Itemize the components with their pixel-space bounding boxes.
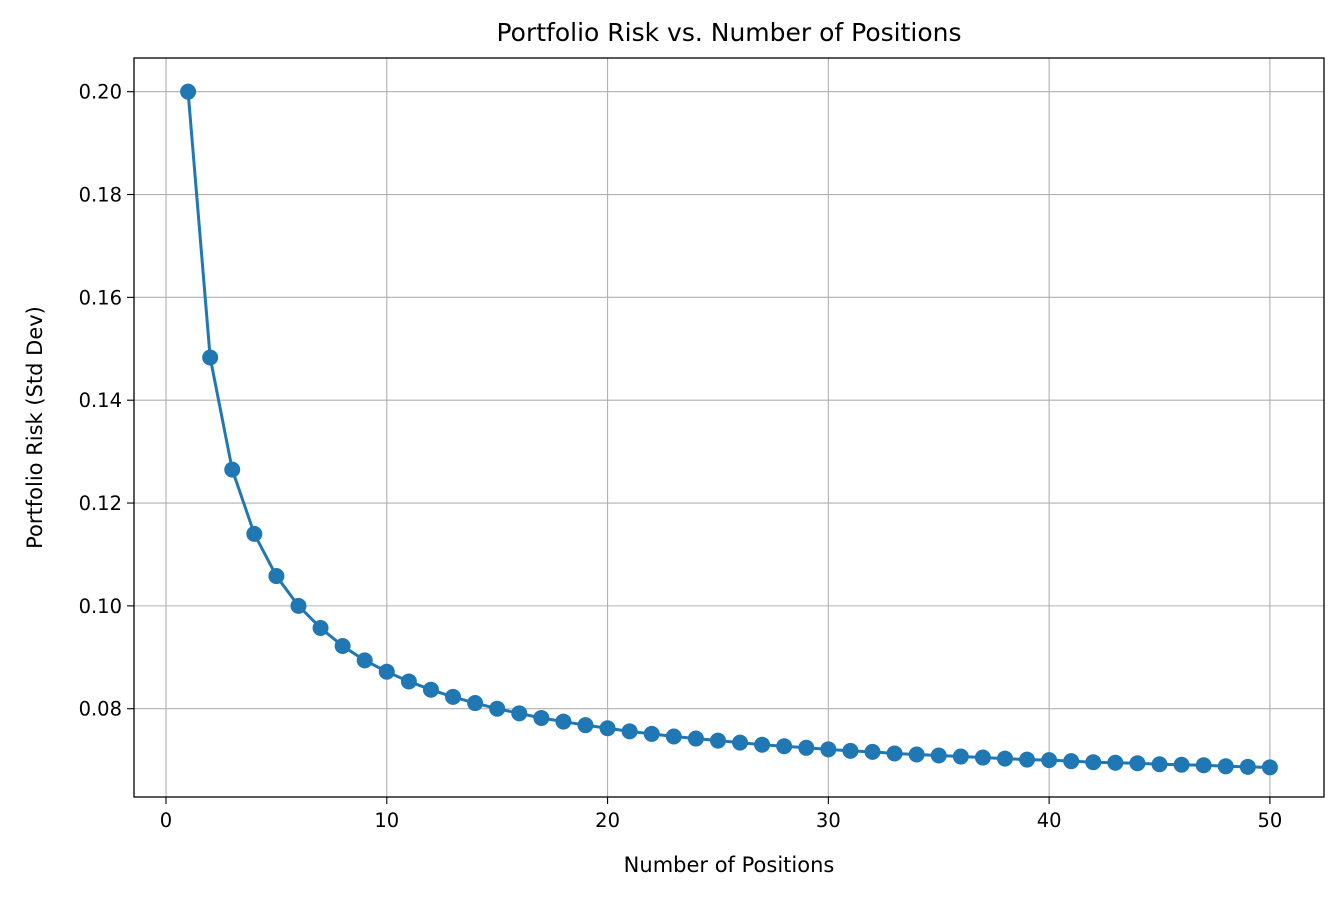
- data-point: [1151, 756, 1168, 773]
- y-tick-label: 0.10: [79, 595, 122, 618]
- y-tick-label: 0.12: [79, 492, 122, 515]
- data-point: [555, 713, 572, 730]
- data-point: [886, 745, 903, 762]
- data-point: [533, 709, 550, 726]
- data-point: [180, 83, 197, 100]
- data-point: [599, 720, 616, 737]
- chart-title: Portfolio Risk vs. Number of Positions: [496, 18, 961, 47]
- x-tick-label: 10: [374, 809, 399, 832]
- data-point: [202, 349, 219, 366]
- data-point: [974, 749, 991, 766]
- data-point: [1129, 755, 1146, 772]
- y-tick-label: 0.08: [79, 698, 122, 721]
- data-point: [842, 742, 859, 759]
- data-point: [445, 688, 462, 705]
- data-point: [687, 730, 704, 747]
- data-point: [930, 747, 947, 764]
- data-point: [621, 723, 638, 740]
- data-point: [224, 461, 241, 478]
- data-point: [1239, 758, 1256, 775]
- data-point: [378, 663, 395, 680]
- data-point: [776, 738, 793, 755]
- x-tick-label: 0: [160, 809, 172, 832]
- data-point: [1173, 756, 1190, 773]
- series-layer: [180, 83, 1278, 776]
- data-point: [1063, 753, 1080, 770]
- y-axis-title: Portfolio Risk (Std Dev): [23, 306, 47, 549]
- x-axis-title: Number of Positions: [624, 853, 835, 877]
- data-point: [732, 734, 749, 751]
- x-tick-label: 20: [595, 809, 620, 832]
- data-point: [246, 525, 263, 542]
- y-tick-label: 0.16: [79, 286, 122, 309]
- data-point: [467, 695, 484, 712]
- data-point: [1019, 751, 1036, 768]
- data-point: [422, 681, 439, 698]
- data-point: [996, 750, 1013, 767]
- data-point: [952, 748, 969, 765]
- ticks: 0 10 20 30 40 50 0.08 0.10 0.12 0.14 0.16 0.18 0.20: [79, 81, 1283, 832]
- data-point: [1085, 754, 1102, 771]
- y-tick-label: 0.20: [79, 81, 122, 104]
- data-point: [1195, 757, 1212, 774]
- data-point: [1041, 752, 1058, 769]
- data-point: [312, 619, 329, 636]
- y-tick-label: 0.14: [79, 389, 122, 412]
- x-tick-label: 30: [816, 809, 841, 832]
- data-point: [356, 652, 373, 669]
- data-point: [1107, 754, 1124, 771]
- data-point: [864, 743, 881, 760]
- data-point: [908, 746, 925, 763]
- data-point: [643, 725, 660, 742]
- data-point: [577, 717, 594, 734]
- plot-frame: [133, 57, 1325, 798]
- x-tick-label: 40: [1037, 809, 1062, 832]
- data-point: [334, 637, 351, 654]
- x-tick-label: 50: [1257, 809, 1282, 832]
- data-point: [268, 568, 285, 585]
- data-point: [709, 732, 726, 749]
- data-point: [1261, 759, 1278, 776]
- data-point: [511, 705, 528, 722]
- grid: [134, 58, 1324, 797]
- data-point: [400, 673, 417, 690]
- y-tick-label: 0.18: [79, 184, 122, 207]
- data-point: [1217, 758, 1234, 775]
- data-point: [489, 700, 506, 717]
- data-point: [820, 741, 837, 758]
- data-point: [798, 739, 815, 756]
- data-point: [754, 736, 771, 753]
- data-point: [290, 597, 307, 614]
- data-point: [665, 728, 682, 745]
